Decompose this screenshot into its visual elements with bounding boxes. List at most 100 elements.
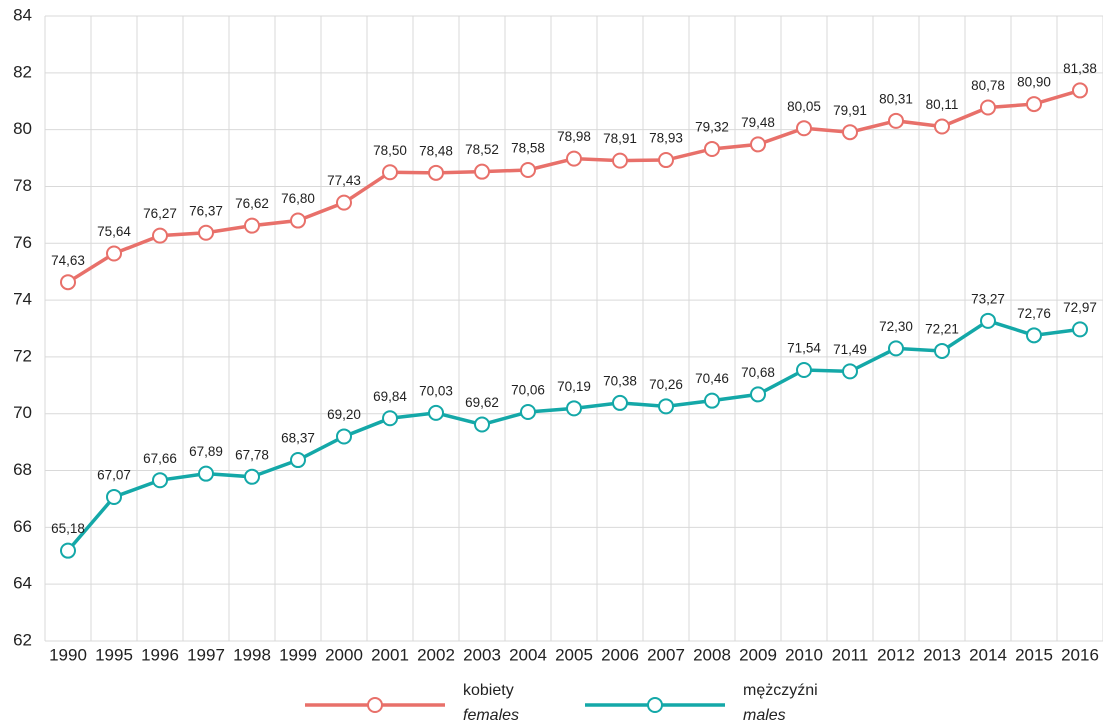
data-point [612, 152, 628, 169]
data-point [704, 392, 720, 409]
data-label: 78,91 [603, 131, 637, 146]
data-point [750, 386, 766, 403]
data-point [428, 164, 444, 181]
x-tick-label: 2014 [969, 645, 1007, 664]
data-label: 79,91 [833, 103, 867, 118]
data-label: 67,78 [235, 447, 269, 462]
data-label: 76,80 [281, 191, 315, 206]
data-label: 78,48 [419, 143, 453, 158]
data-point [60, 274, 76, 291]
y-tick-label: 70 [13, 403, 32, 422]
data-label: 76,27 [143, 206, 177, 221]
x-tick-label: 2012 [877, 645, 915, 664]
data-label: 80,05 [787, 99, 821, 114]
data-label: 67,66 [143, 451, 177, 466]
legend-marker [647, 697, 663, 713]
x-tick-label: 2008 [693, 645, 731, 664]
data-point [428, 404, 444, 421]
y-tick-label: 78 [13, 176, 32, 195]
data-label: 70,68 [741, 365, 775, 380]
data-label: 71,54 [787, 341, 821, 356]
data-point [152, 472, 168, 489]
x-tick-label: 2004 [509, 645, 547, 664]
data-label: 70,03 [419, 383, 453, 398]
data-label: 72,97 [1063, 300, 1097, 315]
data-label: 78,58 [511, 141, 545, 156]
data-point [106, 488, 122, 505]
data-label: 65,18 [51, 521, 85, 536]
data-label: 76,37 [189, 203, 223, 218]
y-tick-label: 80 [13, 119, 32, 138]
x-tick-label: 2011 [832, 645, 869, 664]
data-label: 76,62 [235, 196, 269, 211]
data-point [934, 342, 950, 359]
x-tick-label: 1998 [233, 645, 271, 664]
data-label: 81,38 [1063, 61, 1097, 76]
data-label: 73,27 [971, 291, 1005, 306]
data-label: 80,90 [1017, 75, 1051, 90]
data-point [888, 340, 904, 357]
data-point [382, 410, 398, 427]
x-tick-label: 2006 [601, 645, 639, 664]
data-point [520, 404, 536, 421]
data-point [796, 361, 812, 378]
data-point [612, 394, 628, 411]
data-label: 70,46 [695, 371, 729, 386]
x-tick-label: 1997 [187, 645, 225, 664]
data-label: 70,38 [603, 373, 637, 388]
data-point [474, 163, 490, 180]
y-tick-label: 64 [13, 574, 32, 593]
x-tick-label: 2016 [1061, 645, 1099, 664]
x-tick-label: 1996 [141, 645, 179, 664]
data-label: 75,64 [97, 224, 131, 239]
x-tick-label: 1999 [279, 645, 317, 664]
data-label: 80,31 [879, 91, 913, 106]
legend-label: mężczyźni [743, 682, 818, 699]
data-point [566, 400, 582, 417]
data-point [750, 136, 766, 153]
data-label: 71,49 [833, 342, 867, 357]
data-point [934, 118, 950, 135]
x-tick-label: 2015 [1015, 645, 1053, 664]
data-point [474, 416, 490, 433]
data-point [1072, 321, 1088, 338]
x-tick-label: 2009 [739, 645, 777, 664]
data-label: 70,06 [511, 383, 545, 398]
data-point [796, 120, 812, 137]
data-point [290, 212, 306, 229]
x-tick-label: 1995 [95, 645, 133, 664]
data-label: 78,93 [649, 131, 683, 146]
data-point [152, 227, 168, 244]
legend-label-en: females [463, 707, 519, 724]
data-point [336, 194, 352, 211]
data-label: 79,32 [695, 120, 729, 135]
legend-marker [367, 697, 383, 713]
data-label: 70,26 [649, 377, 683, 392]
data-label: 78,98 [557, 129, 591, 144]
x-tick-label: 2007 [647, 645, 685, 664]
y-tick-label: 62 [13, 630, 32, 649]
data-point [198, 224, 214, 241]
data-label: 69,20 [327, 407, 361, 422]
y-tick-label: 66 [13, 517, 32, 536]
data-label: 68,37 [281, 431, 315, 446]
x-tick-label: 2013 [923, 645, 961, 664]
x-tick-label: 2005 [555, 645, 593, 664]
data-point [888, 112, 904, 129]
data-point [980, 99, 996, 116]
data-point [290, 452, 306, 469]
data-point [1026, 327, 1042, 344]
y-tick-label: 84 [13, 5, 32, 24]
y-tick-label: 72 [13, 346, 32, 365]
data-label: 67,89 [189, 444, 223, 459]
data-label: 78,52 [465, 142, 499, 157]
data-point [1026, 96, 1042, 113]
data-label: 69,62 [465, 395, 499, 410]
data-point [658, 152, 674, 169]
data-label: 80,11 [926, 97, 959, 112]
data-point [244, 468, 260, 485]
data-point [980, 312, 996, 329]
data-label: 79,48 [741, 115, 775, 130]
data-label: 67,07 [97, 468, 131, 483]
